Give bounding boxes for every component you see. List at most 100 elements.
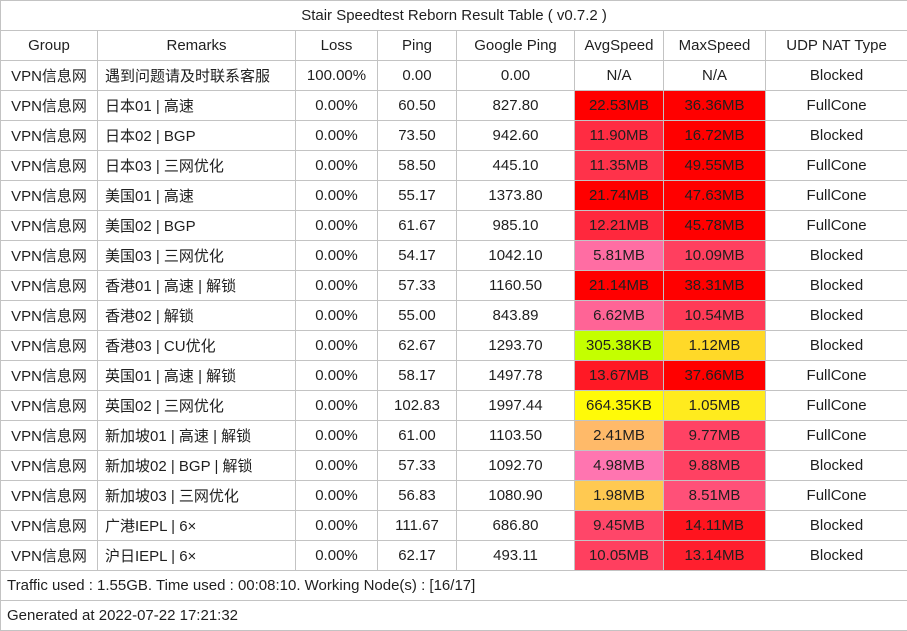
cell-udp-nat: Blocked xyxy=(766,241,907,271)
column-header-loss: Loss xyxy=(296,31,378,61)
cell-remarks: 遇到问题请及时联系客服 xyxy=(98,61,296,91)
cell-avg-speed: 1.98MB xyxy=(575,481,664,511)
cell-max-speed: 10.54MB xyxy=(664,301,766,331)
cell-group: VPN信息网 xyxy=(1,91,98,121)
cell-loss: 0.00% xyxy=(296,361,378,391)
cell-max-speed: 38.31MB xyxy=(664,271,766,301)
column-header-ping: Ping xyxy=(378,31,457,61)
cell-max-speed: 1.05MB xyxy=(664,391,766,421)
cell-max-speed: 37.66MB xyxy=(664,361,766,391)
cell-group: VPN信息网 xyxy=(1,121,98,151)
cell-group: VPN信息网 xyxy=(1,361,98,391)
cell-max-speed: 10.09MB xyxy=(664,241,766,271)
cell-ping: 58.17 xyxy=(378,361,457,391)
title-row: Stair Speedtest Reborn Result Table ( v0… xyxy=(1,1,907,31)
cell-ping: 62.67 xyxy=(378,331,457,361)
cell-max-speed: 45.78MB xyxy=(664,211,766,241)
cell-remarks: 日本03 | 三网优化 xyxy=(98,151,296,181)
cell-google-ping: 1997.44 xyxy=(457,391,575,421)
cell-avg-speed: 11.90MB xyxy=(575,121,664,151)
cell-ping: 57.33 xyxy=(378,271,457,301)
summary-row: Traffic used : 1.55GB. Time used : 00:08… xyxy=(1,571,907,601)
cell-udp-nat: Blocked xyxy=(766,301,907,331)
cell-google-ping: 827.80 xyxy=(457,91,575,121)
cell-avg-speed: N/A xyxy=(575,61,664,91)
cell-avg-speed: 4.98MB xyxy=(575,451,664,481)
column-header-maxspeed: MaxSpeed xyxy=(664,31,766,61)
cell-avg-speed: 12.21MB xyxy=(575,211,664,241)
cell-ping: 54.17 xyxy=(378,241,457,271)
cell-avg-speed: 664.35KB xyxy=(575,391,664,421)
cell-avg-speed: 10.05MB xyxy=(575,541,664,571)
cell-max-speed: 9.77MB xyxy=(664,421,766,451)
cell-remarks: 香港03 | CU优化 xyxy=(98,331,296,361)
cell-ping: 61.00 xyxy=(378,421,457,451)
generated-timestamp: Generated at 2022-07-22 17:21:32 xyxy=(1,601,907,631)
cell-udp-nat: Blocked xyxy=(766,511,907,541)
cell-remarks: 广港IEPL | 6× xyxy=(98,511,296,541)
cell-loss: 0.00% xyxy=(296,451,378,481)
cell-avg-speed: 21.74MB xyxy=(575,181,664,211)
column-header-udp-nat-type: UDP NAT Type xyxy=(766,31,907,61)
cell-loss: 0.00% xyxy=(296,211,378,241)
table-title: Stair Speedtest Reborn Result Table ( v0… xyxy=(1,1,907,31)
cell-ping: 0.00 xyxy=(378,61,457,91)
cell-remarks: 日本02 | BGP xyxy=(98,121,296,151)
cell-loss: 0.00% xyxy=(296,181,378,211)
cell-ping: 55.00 xyxy=(378,301,457,331)
cell-loss: 0.00% xyxy=(296,301,378,331)
cell-group: VPN信息网 xyxy=(1,241,98,271)
cell-avg-speed: 2.41MB xyxy=(575,421,664,451)
cell-ping: 57.33 xyxy=(378,451,457,481)
cell-google-ping: 1103.50 xyxy=(457,421,575,451)
traffic-summary: Traffic used : 1.55GB. Time used : 00:08… xyxy=(1,571,907,601)
cell-max-speed: 14.11MB xyxy=(664,511,766,541)
cell-remarks: 英国02 | 三网优化 xyxy=(98,391,296,421)
cell-avg-speed: 11.35MB xyxy=(575,151,664,181)
cell-google-ping: 1497.78 xyxy=(457,361,575,391)
cell-udp-nat: FullCone xyxy=(766,181,907,211)
cell-remarks: 香港01 | 高速 | 解锁 xyxy=(98,271,296,301)
cell-avg-speed: 5.81MB xyxy=(575,241,664,271)
cell-group: VPN信息网 xyxy=(1,331,98,361)
cell-group: VPN信息网 xyxy=(1,301,98,331)
cell-group: VPN信息网 xyxy=(1,391,98,421)
cell-group: VPN信息网 xyxy=(1,181,98,211)
cell-remarks: 美国02 | BGP xyxy=(98,211,296,241)
cell-udp-nat: FullCone xyxy=(766,361,907,391)
cell-ping: 56.83 xyxy=(378,481,457,511)
cell-group: VPN信息网 xyxy=(1,481,98,511)
cell-remarks: 日本01 | 高速 xyxy=(98,91,296,121)
cell-google-ping: 1042.10 xyxy=(457,241,575,271)
cell-udp-nat: FullCone xyxy=(766,91,907,121)
cell-google-ping: 493.11 xyxy=(457,541,575,571)
cell-loss: 0.00% xyxy=(296,91,378,121)
cell-group: VPN信息网 xyxy=(1,271,98,301)
cell-udp-nat: Blocked xyxy=(766,121,907,151)
cell-google-ping: 1160.50 xyxy=(457,271,575,301)
cell-ping: 61.67 xyxy=(378,211,457,241)
cell-avg-speed: 13.67MB xyxy=(575,361,664,391)
cell-loss: 0.00% xyxy=(296,151,378,181)
cell-google-ping: 445.10 xyxy=(457,151,575,181)
cell-loss: 0.00% xyxy=(296,481,378,511)
cell-avg-speed: 21.14MB xyxy=(575,271,664,301)
cell-google-ping: 1080.90 xyxy=(457,481,575,511)
cell-max-speed: 1.12MB xyxy=(664,331,766,361)
cell-udp-nat: Blocked xyxy=(766,331,907,361)
cell-loss: 0.00% xyxy=(296,541,378,571)
cell-udp-nat: Blocked xyxy=(766,451,907,481)
cell-udp-nat: FullCone xyxy=(766,211,907,241)
cell-loss: 0.00% xyxy=(296,421,378,451)
